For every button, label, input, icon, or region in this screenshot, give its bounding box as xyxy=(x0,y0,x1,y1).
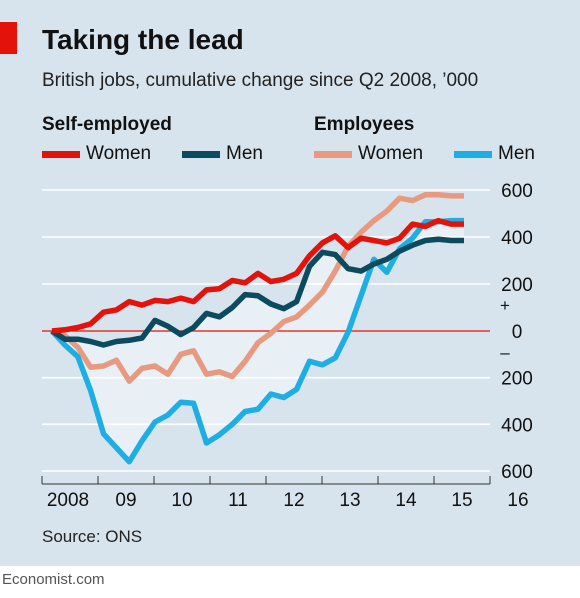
x-tick-label: 15 xyxy=(451,490,472,511)
chart-title: Taking the lead xyxy=(42,24,244,55)
y-tick-label: 600 xyxy=(501,181,533,202)
legend-swatch xyxy=(314,150,352,158)
y-tick-label: 200 xyxy=(501,275,533,296)
source-note: Source: ONS xyxy=(42,527,143,546)
y-tick-label: 200 xyxy=(501,369,533,390)
series-line-employees-women xyxy=(51,191,464,384)
y-tick-label: 600 xyxy=(501,462,533,483)
brand-accent-tag xyxy=(0,22,17,54)
x-tick-label: 13 xyxy=(339,490,360,511)
legend-item-self-employed-men: Men xyxy=(182,143,263,165)
x-tick-label: 16 xyxy=(507,490,528,511)
legend-swatch xyxy=(182,150,220,158)
legend-label: Men xyxy=(498,143,535,164)
series-line-self-employed-women xyxy=(51,217,464,334)
x-tick-label: 10 xyxy=(171,490,192,511)
legend-group-employees: Employees xyxy=(314,114,415,135)
legend-item-employees-women: Women xyxy=(314,143,423,165)
positive-sign-label: + xyxy=(500,296,510,315)
x-tick-label: 09 xyxy=(115,490,136,511)
x-tick-label: 14 xyxy=(395,490,417,511)
x-tick-label: 11 xyxy=(228,490,248,511)
legend-label: Women xyxy=(358,143,424,164)
legend-label: Women xyxy=(86,143,152,164)
x-tick-label: 2008 xyxy=(47,490,89,511)
chart-subtitle: British jobs, cumulative change since Q2… xyxy=(42,70,479,91)
x-tick-label: 12 xyxy=(283,490,304,511)
legend-item-self-employed-women: Women xyxy=(42,143,151,165)
y-tick-label: 0 xyxy=(512,322,523,343)
line-chart: 600 400 200 0 200 400 600 + – 2008 09 10 11 12 13 14 15 1… xyxy=(41,181,533,511)
y-tick-label: 400 xyxy=(501,228,533,249)
brand-footer: Economist.com xyxy=(2,571,105,588)
legend-item-employees-men: Men xyxy=(454,143,535,165)
legend-swatch xyxy=(42,150,80,158)
y-tick-label: 400 xyxy=(501,415,533,436)
legend-swatch xyxy=(454,150,492,158)
series-line-self-employed-men xyxy=(50,236,464,348)
negative-sign-label: – xyxy=(500,343,510,362)
legend-label: Men xyxy=(226,143,263,164)
legend-group-self-employed: Self-employed xyxy=(42,114,172,135)
